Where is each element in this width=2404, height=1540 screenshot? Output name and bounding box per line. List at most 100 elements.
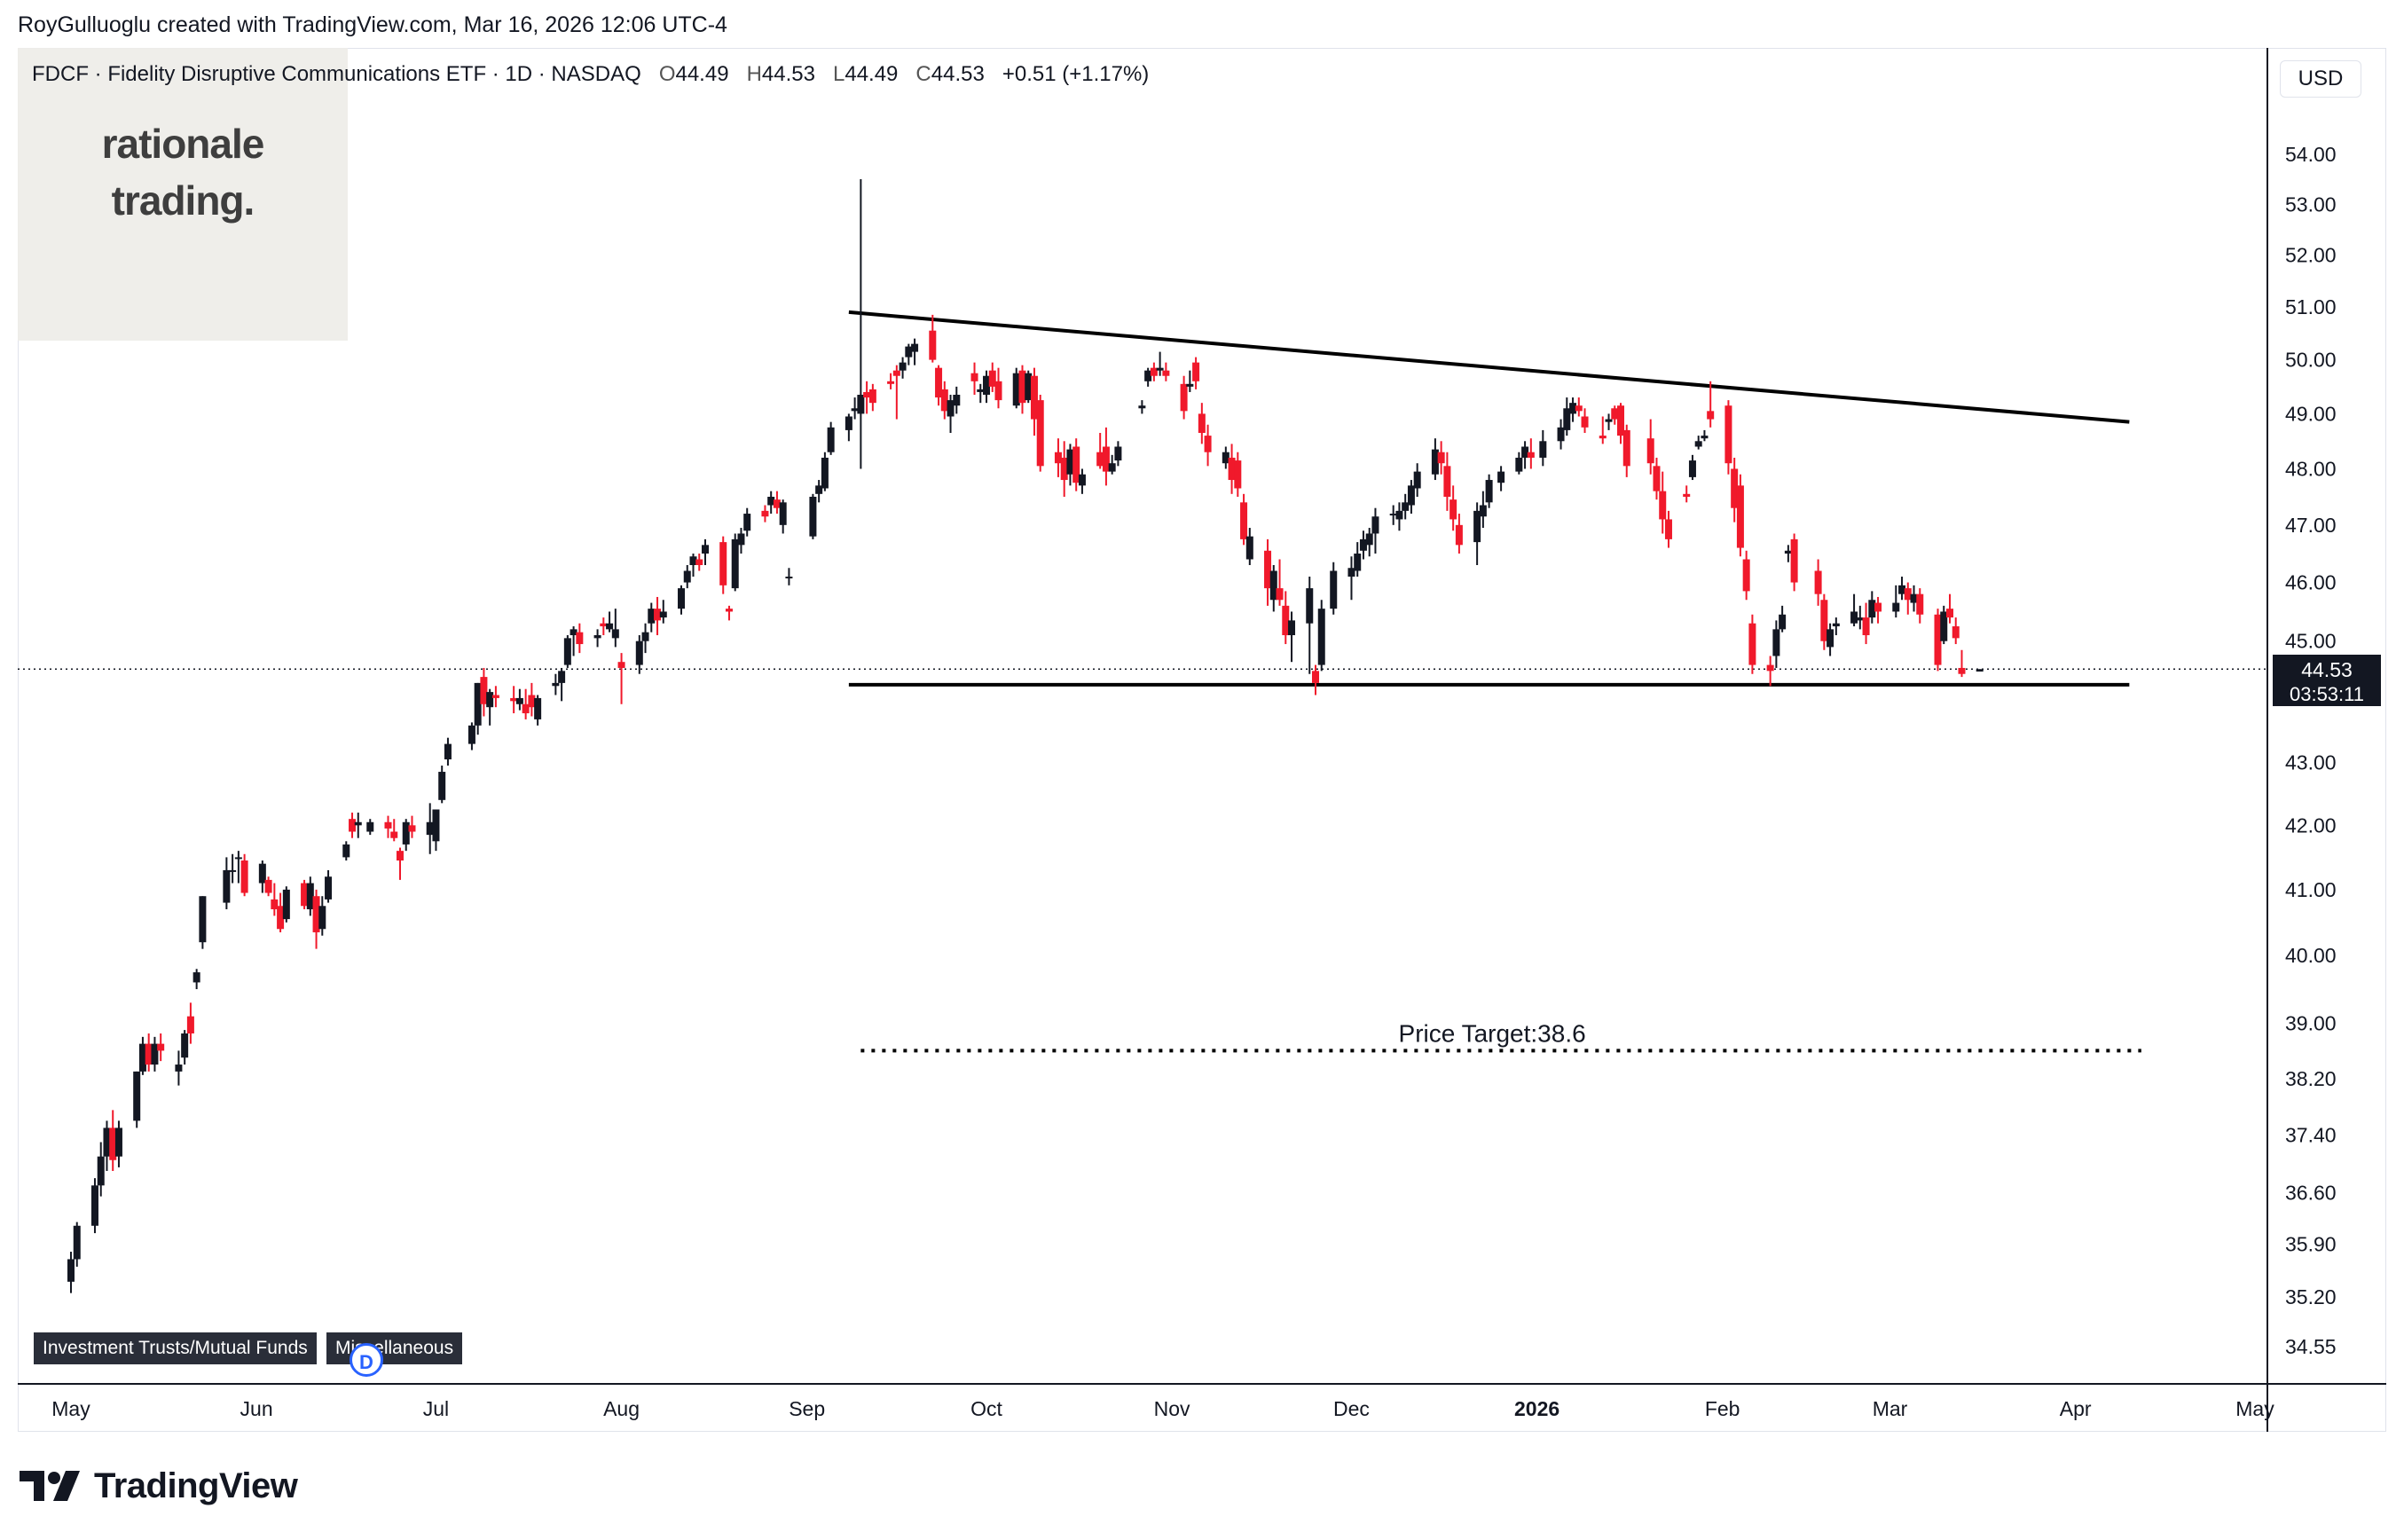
x-tick-label: Jul: [423, 1397, 449, 1420]
candle: [306, 876, 314, 916]
candle: [1306, 577, 1314, 674]
candle: [192, 969, 200, 990]
candle-body: [240, 860, 248, 893]
candle-body: [432, 809, 440, 842]
x-tick-label: Dec: [1333, 1397, 1370, 1420]
currency-selector[interactable]: USD: [2280, 60, 2361, 98]
candle: [977, 383, 985, 404]
candle: [467, 722, 475, 750]
candle: [1395, 502, 1403, 531]
candle: [1036, 394, 1044, 472]
candle-body: [1138, 405, 1146, 409]
candle-body: [678, 588, 686, 609]
candle: [570, 626, 577, 656]
candle: [719, 536, 727, 594]
candle: [1707, 381, 1715, 428]
candle-body: [342, 844, 350, 858]
candle-body: [773, 499, 781, 508]
candle-body: [1018, 370, 1026, 404]
candle: [522, 688, 530, 719]
candle: [151, 1036, 159, 1072]
candle: [444, 737, 452, 766]
x-tick-label: Sep: [789, 1397, 825, 1420]
chart-frame: [18, 48, 2386, 1432]
y-tick-label: 40.00: [2285, 944, 2337, 967]
candle-body: [701, 545, 709, 554]
candle-body: [103, 1128, 111, 1157]
candle-body: [366, 821, 374, 832]
candle-body: [1347, 568, 1355, 578]
candle: [552, 673, 560, 695]
candle: [863, 381, 871, 414]
dividend-icon[interactable]: D: [350, 1343, 383, 1377]
brand-name: TradingView: [94, 1465, 298, 1505]
open-value: 44.49: [675, 62, 729, 86]
candle-body: [737, 533, 745, 546]
category-tag[interactable]: Investment Trusts/Mutual Funds: [34, 1332, 317, 1364]
candle-body: [1575, 405, 1583, 412]
candle: [1827, 623, 1834, 656]
candle: [1347, 556, 1355, 601]
bar-countdown-label: 03:53:11: [2273, 683, 2381, 706]
candle-body: [1443, 466, 1451, 497]
candle-body: [510, 697, 518, 702]
candle: [1144, 367, 1152, 387]
candle-body: [1012, 373, 1020, 406]
candle-body: [683, 570, 691, 583]
candle: [1581, 408, 1589, 433]
candle-body: [138, 1043, 146, 1072]
candle: [785, 568, 793, 585]
candle: [1599, 416, 1607, 444]
candle: [312, 889, 320, 949]
y-tick-label: 43.00: [2285, 751, 2337, 774]
symbol-name[interactable]: FDCF · Fidelity Disruptive Communication…: [32, 62, 641, 86]
candle: [1365, 528, 1373, 557]
candle-body: [970, 373, 978, 381]
candle-body: [563, 638, 571, 665]
candle-body: [1874, 602, 1882, 612]
candle: [1156, 351, 1164, 376]
candle: [97, 1142, 105, 1197]
candle: [635, 635, 643, 674]
candle: [258, 860, 266, 893]
candle: [1790, 533, 1798, 592]
candle: [366, 819, 374, 836]
y-tick-label: 49.00: [2285, 402, 2337, 425]
candle: [1622, 424, 1630, 477]
candle: [1701, 429, 1709, 442]
candle: [199, 896, 207, 949]
candle: [1317, 600, 1325, 672]
candle: [988, 362, 996, 392]
candle-body: [845, 416, 852, 430]
candle-body: [223, 869, 231, 903]
tradingview-brand[interactable]: TradingView: [20, 1464, 298, 1508]
candle: [1563, 397, 1571, 436]
candle: [480, 667, 488, 717]
x-tick-label: Aug: [603, 1397, 640, 1420]
candle: [515, 688, 523, 711]
subcategory-tag[interactable]: Miscellaneous: [326, 1332, 463, 1364]
candle-body: [491, 695, 499, 698]
candle: [1916, 588, 1924, 624]
candle-body: [576, 632, 584, 645]
candle-body: [1449, 499, 1457, 520]
candle: [1192, 357, 1200, 389]
candle-body: [1497, 471, 1505, 483]
candle-body: [1862, 617, 1870, 636]
candle: [1832, 617, 1840, 636]
y-tick-label: 45.00: [2285, 630, 2337, 653]
candle-body: [1581, 416, 1589, 428]
candle-body: [1515, 457, 1523, 472]
candle: [1431, 438, 1439, 481]
candle-body: [977, 389, 985, 392]
candle: [953, 386, 961, 414]
candle-body: [1827, 629, 1834, 648]
candle-body: [857, 394, 865, 414]
x-tick-label: Feb: [1705, 1397, 1740, 1420]
candle-body: [863, 391, 871, 398]
candle: [1234, 452, 1242, 497]
candle-body: [558, 671, 566, 683]
candle: [277, 892, 285, 932]
candle: [1814, 559, 1822, 606]
